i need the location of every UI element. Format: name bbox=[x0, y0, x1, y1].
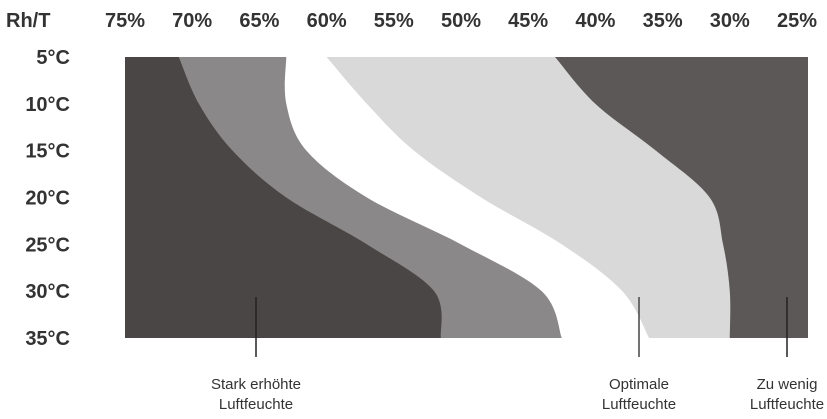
y-tick-label: 20°C bbox=[25, 188, 70, 210]
x-tick-label: 25% bbox=[777, 10, 817, 32]
zone-5 bbox=[552, 53, 808, 342]
y-tick-label: 10°C bbox=[25, 94, 70, 116]
annotation-label: Stark erhöhte bbox=[211, 376, 301, 393]
zone-layer bbox=[125, 53, 808, 342]
annotation-label: Luftfeuchte bbox=[219, 396, 293, 413]
x-axis-ticks: 75% 70% 65% 60% 55% 50% 45% 40% 35% 30% 25% bbox=[105, 10, 817, 32]
y-tick-label: 30°C bbox=[25, 281, 70, 303]
x-tick-label: 70% bbox=[172, 10, 212, 32]
y-tick-label: 25°C bbox=[25, 234, 70, 256]
x-tick-label: 65% bbox=[239, 10, 279, 32]
x-tick-label: 50% bbox=[441, 10, 481, 32]
annotation-label: Luftfeuchte bbox=[750, 396, 824, 413]
annotation-label: Zu wenig bbox=[757, 376, 818, 393]
y-tick-label: 15°C bbox=[25, 141, 70, 163]
x-tick-label: 55% bbox=[374, 10, 414, 32]
x-tick-label: 60% bbox=[307, 10, 347, 32]
x-tick-label: 30% bbox=[710, 10, 750, 32]
x-tick-label: 75% bbox=[105, 10, 145, 32]
x-tick-label: 35% bbox=[643, 10, 683, 32]
corner-label: Rh/T bbox=[6, 10, 50, 32]
annotations: Stark erhöhte Luftfeuchte Optimale Luftfeuc… bbox=[211, 297, 824, 413]
annotation-label: Luftfeuchte bbox=[602, 396, 676, 413]
x-tick-label: 40% bbox=[575, 10, 615, 32]
annotation-label: Optimale bbox=[609, 376, 669, 393]
y-tick-label: 35°C bbox=[25, 328, 70, 350]
y-axis-ticks: 5°C 10°C 15°C 20°C 25°C 30°C 35°C bbox=[25, 47, 70, 350]
x-tick-label: 45% bbox=[508, 10, 548, 32]
y-tick-label: 5°C bbox=[36, 47, 70, 69]
